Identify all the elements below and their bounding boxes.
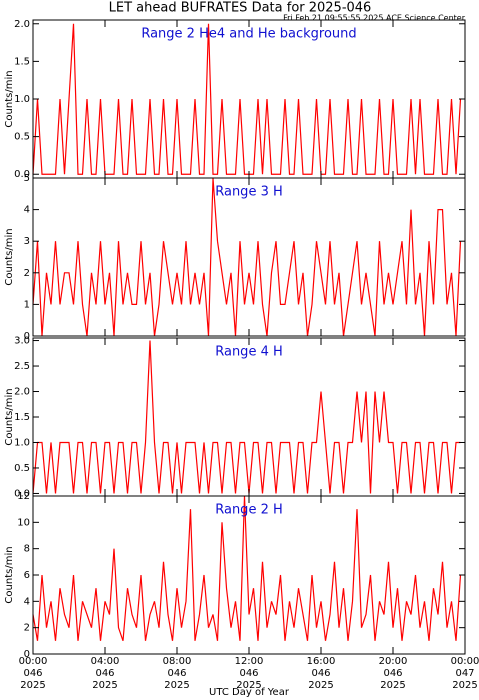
x-tick-label: 046 [23,668,42,679]
y-tick-label: 0.0 [14,488,30,499]
y-tick-label: 2.0 [14,19,30,30]
y-tick-label: 10 [17,517,30,528]
y-tick-label: 0.0 [14,169,30,180]
data-line [32,23,462,175]
x-tick-label: 046 [383,668,402,679]
y-axis-label: Counts/min [4,546,15,603]
annotation: Range 2 H [215,503,283,518]
chart-subtitle: Fri Feb 21 09:55:55 2025 ACE Science Cen… [283,14,466,23]
x-tick-label: 2025 [452,680,477,691]
annotation: Range 3 H [215,185,283,200]
y-tick-label: 0.5 [14,463,30,474]
data-line [32,177,462,337]
y-axis-label: Counts/min [4,388,15,445]
y-tick-label: 8 [24,544,30,555]
y-tick-label: 2.0 [14,387,30,398]
y-axis-label: Counts/min [4,70,15,127]
y-tick-label: 4 [24,596,30,607]
y-tick-label: 5 [24,173,30,184]
y-tick-label: 1 [24,299,30,310]
x-axis-label: UTC Day of Year [209,687,290,698]
x-tick-label: 00:00 [19,656,48,667]
data-line [32,495,462,642]
annotation: Range 4 H [215,345,283,360]
x-tick-label: 2025 [164,680,189,691]
y-tick-label: 1.0 [14,94,30,105]
x-tick-label: 08:00 [163,656,192,667]
chart-title: LET ahead BUFRATES Data for 2025-046 [109,1,372,16]
y-tick-label: 0.5 [14,132,30,143]
y-tick-label: 2 [24,268,30,279]
annotation: Range 2 He4 and He background [141,27,356,42]
x-tick-label: 046 [95,668,114,679]
x-tick-label: 047 [455,668,474,679]
y-tick-label: 1.0 [14,437,30,448]
y-tick-label: 3.0 [14,336,30,347]
y-tick-label: 2 [24,623,30,634]
y-axis-label: Counts/min [4,228,15,285]
x-tick-label: 2025 [236,680,261,691]
y-tick-label: 3 [24,236,30,247]
y-tick-label: 4 [24,205,30,216]
x-tick-label: 2025 [308,680,333,691]
y-tick-label: 0 [24,331,30,342]
y-tick-label: 12 [17,491,30,502]
x-tick-label: 046 [311,668,330,679]
y-tick-label: 0 [24,649,30,660]
y-tick-label: 2.5 [14,361,30,372]
x-tick-label: 20:00 [379,656,408,667]
y-tick-label: 1.5 [14,56,30,67]
x-tick-label: 12:00 [235,656,264,667]
x-tick-label: 2025 [92,680,117,691]
x-tick-label: 00:00 [451,656,479,667]
y-tick-label: 1.5 [14,412,30,423]
x-tick-label: 046 [167,668,186,679]
x-tick-label: 04:00 [91,656,120,667]
y-tick-label: 6 [24,570,30,581]
x-tick-label: 2025 [20,680,45,691]
x-tick-label: 2025 [380,680,405,691]
x-tick-label: 046 [239,668,258,679]
x-tick-label: 16:00 [307,656,336,667]
data-line [32,340,461,494]
